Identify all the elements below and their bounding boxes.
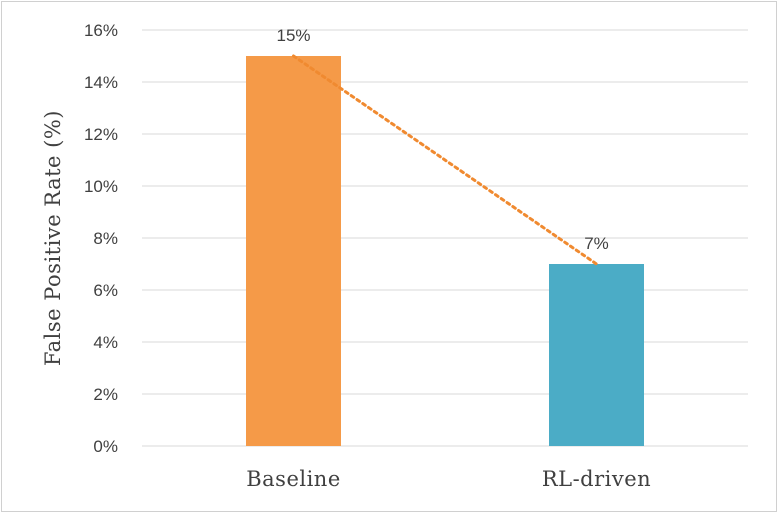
trend-line-segment-0	[292, 54, 598, 266]
x-category-label-0: Baseline	[246, 467, 341, 491]
bars	[246, 56, 644, 446]
y-tick-label-14: 14%	[84, 73, 118, 92]
y-tick-label-8: 8%	[93, 229, 118, 248]
y-tick-label-0: 0%	[93, 437, 118, 456]
data-label-0: 15%	[276, 26, 310, 45]
trend-line-group	[292, 54, 598, 266]
y-tick-label-6: 6%	[93, 281, 118, 300]
labels: 0% 2% 4% 6% 8% 10% 12% 14% 16% Baseline 15% RL-driv…	[84, 21, 651, 491]
y-axis-title: False Positive Rate (%)	[41, 110, 65, 366]
y-tick-label-12: 12%	[84, 125, 118, 144]
data-label-1: 7%	[584, 234, 609, 253]
bar-baseline	[246, 56, 341, 446]
x-category-label-1: RL-driven	[542, 467, 651, 491]
gridlines	[142, 29, 748, 447]
bar-rl-driven	[549, 264, 644, 446]
y-tick-label-2: 2%	[93, 385, 118, 404]
y-tick-label-16: 16%	[84, 21, 118, 40]
y-tick-label-10: 10%	[84, 177, 118, 196]
y-tick-label-4: 4%	[93, 333, 118, 352]
